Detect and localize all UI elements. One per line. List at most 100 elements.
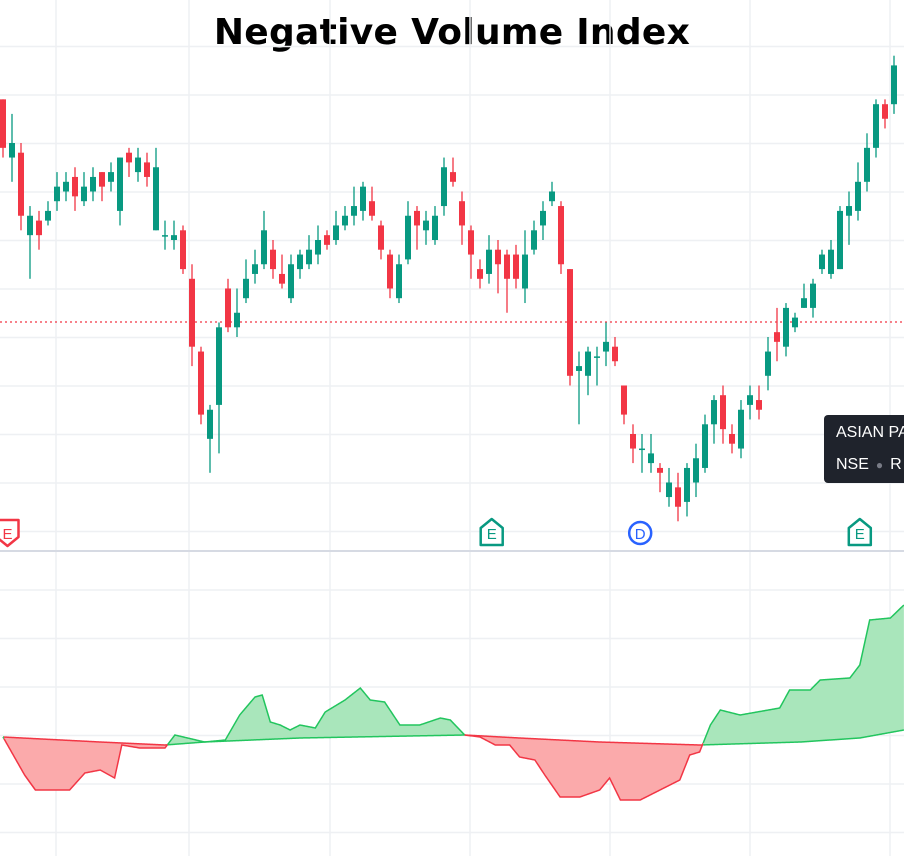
candle-body — [90, 176, 96, 192]
candle — [891, 55, 897, 114]
candle — [468, 225, 474, 279]
candle-body — [873, 104, 879, 148]
candle-body — [153, 167, 159, 231]
candle — [675, 472, 681, 522]
candle — [873, 99, 879, 158]
candle-body — [63, 181, 69, 192]
candle — [360, 181, 366, 221]
candle — [648, 434, 654, 473]
candle — [198, 346, 204, 425]
candle-body — [783, 307, 789, 347]
candle — [405, 201, 411, 265]
candle-body — [189, 278, 195, 347]
candle — [153, 147, 159, 231]
candle — [117, 157, 123, 226]
candle-body — [477, 269, 483, 279]
candle-body — [378, 225, 384, 250]
candle — [81, 172, 87, 207]
candle-body — [855, 181, 861, 211]
candle-body — [207, 409, 213, 439]
candle-body — [576, 366, 582, 371]
earnings-marker: E — [847, 517, 873, 547]
candle-body — [729, 434, 735, 444]
candle — [522, 230, 528, 304]
candle-body — [99, 172, 105, 187]
earnings-down-icon — [0, 518, 20, 548]
candle — [180, 225, 186, 274]
candle — [189, 264, 195, 367]
candle — [351, 186, 357, 226]
candle — [576, 351, 582, 425]
candle — [279, 254, 285, 289]
candle — [288, 254, 294, 304]
candle — [459, 191, 465, 245]
candle — [99, 172, 105, 202]
candle-body — [450, 172, 456, 182]
candle — [495, 240, 501, 294]
nvi-fill-below — [3, 737, 168, 790]
candle — [747, 385, 753, 420]
candle-body — [765, 351, 771, 376]
candle — [684, 463, 690, 517]
candle — [171, 220, 177, 250]
candle — [783, 303, 789, 357]
candle — [765, 337, 771, 391]
candle — [387, 249, 393, 299]
earnings-up-icon — [479, 517, 504, 547]
candle — [513, 244, 519, 289]
candle-body — [171, 235, 177, 240]
nvi-line — [702, 604, 904, 744]
candle — [531, 220, 537, 255]
candle-body — [315, 240, 321, 255]
candle — [864, 133, 870, 192]
candle — [297, 249, 303, 279]
earnings-marker: E — [0, 518, 20, 548]
candle-body — [603, 341, 609, 352]
candle — [378, 220, 384, 260]
candle — [477, 259, 483, 289]
candle-body — [459, 201, 465, 226]
candle — [711, 395, 717, 444]
event-label: E — [487, 526, 497, 543]
candle — [315, 225, 321, 265]
nvi-signal-line — [703, 729, 904, 746]
candle — [657, 463, 663, 493]
candle-body — [558, 206, 564, 265]
candle — [423, 210, 429, 245]
candle — [108, 162, 114, 192]
candle — [9, 113, 15, 182]
event-label: E — [855, 526, 865, 543]
candle — [27, 206, 33, 279]
candle-body — [495, 249, 501, 265]
candle-body — [621, 385, 627, 415]
nvi-signal-line — [464, 734, 704, 746]
candle-body — [324, 235, 330, 245]
candle — [333, 210, 339, 245]
candle-body — [144, 162, 150, 177]
candle — [585, 346, 591, 396]
candle — [243, 259, 249, 304]
candle-body — [585, 351, 591, 376]
candle-body — [828, 249, 834, 274]
candle — [450, 157, 456, 187]
candle — [144, 152, 150, 187]
candle-body — [702, 424, 708, 468]
candle-body — [18, 152, 24, 216]
nvi-line — [464, 734, 704, 801]
candle — [594, 346, 600, 386]
candle-body — [567, 269, 573, 376]
candle — [639, 434, 645, 473]
candle — [846, 191, 852, 245]
candle — [72, 167, 78, 211]
candle-body — [846, 206, 852, 216]
candle-body — [441, 167, 447, 207]
candle-body — [252, 264, 258, 274]
candle — [729, 424, 735, 454]
candle — [666, 467, 672, 507]
candle-body — [180, 230, 186, 270]
candle-body — [711, 400, 717, 425]
candle — [738, 400, 744, 459]
candle — [45, 201, 51, 226]
candle — [630, 424, 636, 464]
